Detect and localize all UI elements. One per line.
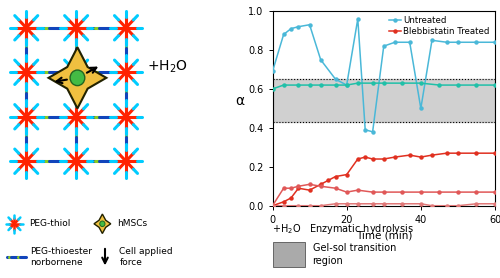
Untreated xyxy=(306,23,312,26)
Blebbistatin Treated xyxy=(406,153,412,157)
Untreated xyxy=(280,33,286,36)
Untreated xyxy=(381,44,387,48)
Untreated xyxy=(455,41,461,44)
Circle shape xyxy=(70,70,85,86)
Legend: Untreated, Blebbistatin Treated: Untreated, Blebbistatin Treated xyxy=(388,15,490,37)
Untreated xyxy=(296,25,302,28)
Text: PEG-thiol: PEG-thiol xyxy=(29,219,70,228)
Bar xyxy=(272,79,495,122)
Blebbistatin Treated xyxy=(325,179,331,182)
Blebbistatin Treated xyxy=(455,152,461,155)
Untreated xyxy=(406,41,412,44)
Untreated xyxy=(355,17,361,21)
Blebbistatin Treated xyxy=(362,155,368,159)
Blebbistatin Treated xyxy=(270,204,276,207)
Y-axis label: α: α xyxy=(235,95,244,108)
Text: +H$_2$O: +H$_2$O xyxy=(147,59,188,75)
Blebbistatin Treated xyxy=(418,155,424,159)
Untreated xyxy=(392,41,398,44)
Blebbistatin Treated xyxy=(492,152,498,155)
Untreated xyxy=(418,107,424,110)
Untreated xyxy=(270,70,276,73)
Text: Gel-sol transition
region: Gel-sol transition region xyxy=(312,243,396,265)
Blebbistatin Treated xyxy=(332,175,338,178)
Untreated xyxy=(318,58,324,61)
Untreated xyxy=(444,41,450,44)
Untreated xyxy=(332,78,338,81)
Blebbistatin Treated xyxy=(280,200,286,203)
Line: Blebbistatin Treated: Blebbistatin Treated xyxy=(270,151,497,208)
Blebbistatin Treated xyxy=(296,187,302,190)
Text: +H$_2$O   Enzymatic hydrolysis: +H$_2$O Enzymatic hydrolysis xyxy=(272,222,414,236)
Blebbistatin Treated xyxy=(429,153,435,157)
Blebbistatin Treated xyxy=(474,152,480,155)
Polygon shape xyxy=(48,47,106,108)
Blebbistatin Treated xyxy=(370,157,376,161)
Blebbistatin Treated xyxy=(318,183,324,186)
Text: hMSCs: hMSCs xyxy=(117,219,147,228)
Text: PEG-thioester
norbornene: PEG-thioester norbornene xyxy=(30,247,92,267)
Circle shape xyxy=(100,221,105,227)
Blebbistatin Treated xyxy=(355,157,361,161)
Blebbistatin Treated xyxy=(381,157,387,161)
Untreated xyxy=(474,41,480,44)
Polygon shape xyxy=(94,214,111,234)
Untreated xyxy=(370,130,376,133)
Untreated xyxy=(492,41,498,44)
Untreated xyxy=(429,39,435,42)
Line: Untreated: Untreated xyxy=(270,17,497,134)
Blebbistatin Treated xyxy=(306,188,312,192)
Untreated xyxy=(362,128,368,131)
Blebbistatin Treated xyxy=(344,173,349,176)
Blebbistatin Treated xyxy=(392,155,398,159)
Blebbistatin Treated xyxy=(444,152,450,155)
Untreated xyxy=(288,27,294,30)
X-axis label: Time (min): Time (min) xyxy=(356,230,412,240)
Untreated xyxy=(344,83,349,87)
Text: Cell applied
force: Cell applied force xyxy=(120,247,173,267)
Blebbistatin Treated xyxy=(288,196,294,200)
